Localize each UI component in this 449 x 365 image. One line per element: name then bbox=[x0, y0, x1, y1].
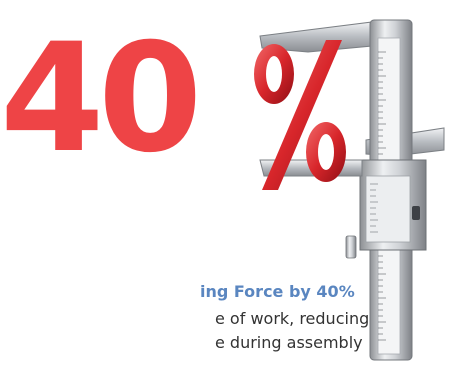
body-text-line-1: e of work, reducing bbox=[215, 309, 370, 328]
percent-symbol-icon bbox=[254, 40, 346, 190]
percentage-digit-zero: 0 bbox=[98, 12, 203, 186]
percentage-digit-four: 4 bbox=[0, 12, 104, 186]
caliper-icon bbox=[259, 19, 445, 361]
body-text-line-2: e during assembly bbox=[215, 333, 363, 352]
headline-text: ing Force by 40% bbox=[200, 282, 355, 301]
